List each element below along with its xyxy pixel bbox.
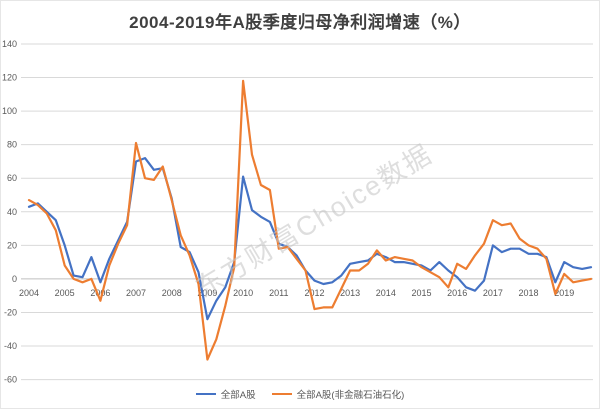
x-tick-label: 2016 [447,288,467,298]
x-tick-label: 2013 [340,288,360,298]
x-tick-label: 2004 [19,288,39,298]
legend-line-sample-blue [195,393,216,395]
y-tick-label: -60 [4,375,17,385]
y-tick-label: 60 [7,173,17,183]
y-tick-label: 80 [7,140,17,150]
x-tick-label: 2012 [304,288,324,298]
legend-item-ex-financials-petrochem: 全部A股(非金融石油石化) [271,387,405,401]
chart-title: 2004-2019年A股季度归母净利润增速（%） [129,13,471,32]
x-tick-label: 2010 [233,288,253,298]
y-tick-label: -40 [4,341,17,351]
y-tick-label: 0 [12,274,17,284]
legend-item-all-a-shares: 全部A股 [195,387,256,401]
x-tick-label: 2011 [269,288,288,298]
x-tick-label: 2008 [162,288,182,298]
x-tick-label: 2009 [197,288,217,298]
x-tick-label: 2017 [483,288,503,298]
series-line-all-a-shares [27,157,593,321]
y-tick-label: 120 [2,73,17,83]
y-tick-label: 140 [2,39,17,49]
y-tick-label: 20 [7,240,17,250]
legend-line-sample-orange [271,393,292,395]
x-tick-label: 2015 [411,288,431,298]
series-line-ex-financials-petrochem [27,79,593,361]
y-tick-label: -20 [4,307,17,317]
y-tick-label: 40 [7,207,17,217]
x-tick-label: 2018 [519,288,539,298]
x-tick-label: 2019 [554,288,574,298]
x-tick-label: 2014 [376,288,396,298]
x-tick-label: 2005 [55,288,75,298]
x-tick-label: 2006 [90,288,110,298]
y-tick-label: 100 [2,106,17,116]
legend-label: 全部A股 [220,390,256,401]
legend: 全部A股 全部A股(非金融石油石化) [1,387,599,401]
legend-label: 全部A股(非金融石油石化) [296,390,405,401]
x-tick-label: 2007 [126,288,146,298]
